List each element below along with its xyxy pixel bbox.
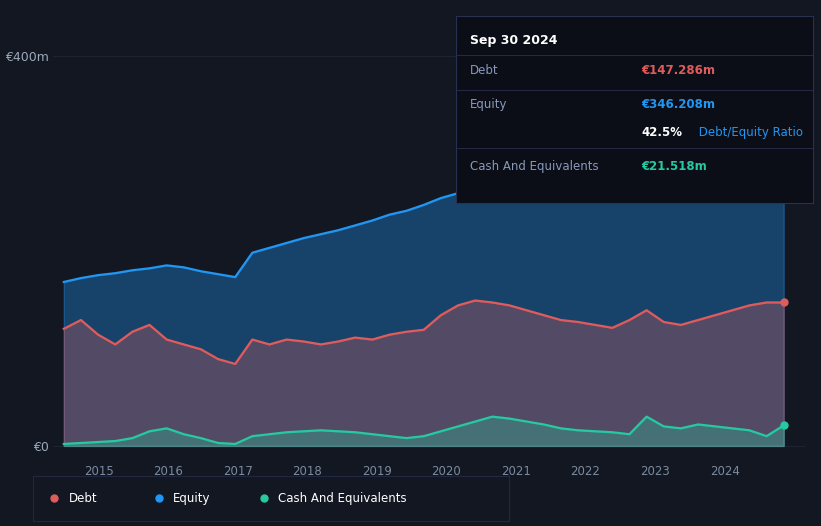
Text: Cash And Equivalents: Cash And Equivalents [278,492,406,505]
Text: €21.518m: €21.518m [641,159,707,173]
Text: Sep 30 2024: Sep 30 2024 [470,35,557,47]
Text: Equity: Equity [470,98,507,111]
Text: 42.5%: 42.5% [641,126,682,139]
Text: Cash And Equivalents: Cash And Equivalents [470,159,599,173]
Text: Debt: Debt [69,492,97,505]
Text: Debt/Equity Ratio: Debt/Equity Ratio [695,126,803,139]
Text: €346.208m: €346.208m [641,98,715,111]
Text: Equity: Equity [173,492,211,505]
Text: Debt: Debt [470,64,498,77]
Text: €147.286m: €147.286m [641,64,715,77]
